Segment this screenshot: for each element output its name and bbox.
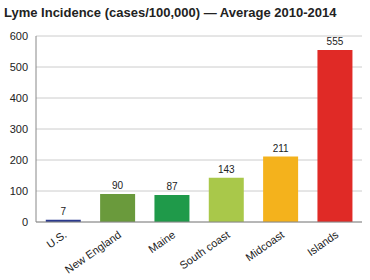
svg-text:New England: New England	[63, 228, 123, 275]
svg-text:500: 500	[10, 61, 28, 73]
svg-text:300: 300	[10, 123, 28, 135]
svg-text:South coast: South coast	[177, 228, 231, 271]
svg-text:200: 200	[10, 154, 28, 166]
svg-text:0: 0	[22, 216, 28, 228]
svg-text:Islands: Islands	[305, 228, 341, 258]
svg-text:400: 400	[10, 92, 28, 104]
html-text:Lyme Incidence (cases/100,000): Lyme Incidence (cases/100,000) — Average…	[4, 5, 337, 20]
svg-text:143: 143	[218, 164, 235, 175]
svg-text:555: 555	[327, 36, 344, 47]
svg-text:90: 90	[112, 180, 124, 191]
svg-text:211: 211	[273, 143, 289, 154]
svg-text:Maine: Maine	[146, 228, 177, 255]
svg-text:7: 7	[60, 206, 66, 217]
svg-text:100: 100	[10, 185, 28, 197]
svg-text:600: 600	[10, 30, 28, 42]
svg-text:U.S.: U.S.	[44, 228, 68, 250]
svg-text:87: 87	[166, 181, 178, 192]
svg-text:Midcoast: Midcoast	[243, 228, 286, 263]
